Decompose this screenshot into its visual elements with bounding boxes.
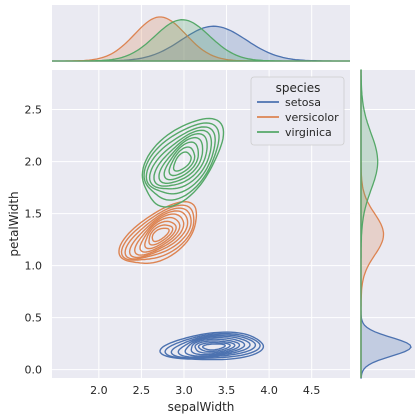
contour-virginica xyxy=(148,129,213,190)
contour-setosa xyxy=(184,336,246,357)
legend: species setosa versicolor virginica xyxy=(250,76,345,146)
right-marginal-curves xyxy=(360,69,412,379)
legend-label-virginica: virginica xyxy=(285,126,332,139)
contour-virginica xyxy=(145,126,216,195)
y-tick-label: 2.5 xyxy=(25,104,43,117)
contour-versicolor xyxy=(133,213,185,256)
top-marginal xyxy=(52,5,350,62)
contour-setosa xyxy=(170,334,257,359)
contour-virginica xyxy=(143,122,220,201)
contour-setosa xyxy=(197,341,231,353)
contour-virginica xyxy=(168,146,196,177)
contour-setosa xyxy=(202,343,226,351)
x-tick-label: 4.5 xyxy=(303,384,321,397)
top-marginal-background xyxy=(52,5,350,62)
y-tick-label: 1.5 xyxy=(25,208,43,221)
x-axis-label: sepalWidth xyxy=(168,400,235,414)
contour-group-versicolor xyxy=(118,200,198,264)
legend-box xyxy=(250,76,345,146)
contour-setosa xyxy=(194,340,236,354)
contour-versicolor xyxy=(148,224,174,246)
y-tick-label: 0.0 xyxy=(25,364,43,377)
x-axis-ticks: 2.0 2.5 3.0 3.5 4.0 4.5 xyxy=(90,384,320,397)
x-tick-label: 2.0 xyxy=(90,384,108,397)
top-density-virginica xyxy=(52,19,350,62)
contour-virginica xyxy=(158,136,204,184)
legend-label-setosa: setosa xyxy=(285,96,321,109)
contour-setosa xyxy=(164,332,261,360)
contour-versicolor xyxy=(144,220,177,250)
right-marginal-background xyxy=(360,70,415,378)
right-marginal-grid xyxy=(360,109,415,371)
x-tick-label: 4.0 xyxy=(260,384,278,397)
top-marginal-curves xyxy=(52,16,350,62)
y-axis-label: petalWidth xyxy=(7,191,21,256)
contour-virginica xyxy=(172,151,192,172)
contour-versicolor xyxy=(151,227,170,243)
contour-setosa xyxy=(177,335,251,358)
contour-virginica xyxy=(153,132,208,187)
y-tick-label: 2.0 xyxy=(25,156,43,169)
contour-versicolor xyxy=(120,204,195,261)
legend-title: species xyxy=(276,81,321,95)
contour-virginica xyxy=(163,141,199,181)
contour-setosa xyxy=(190,338,241,356)
legend-items: setosa versicolor virginica xyxy=(257,96,339,139)
grid-lines xyxy=(52,70,350,378)
contour-versicolor xyxy=(139,216,181,253)
kde-contours xyxy=(118,117,265,361)
y-tick-label: 0.5 xyxy=(25,312,43,325)
contour-versicolor xyxy=(128,210,189,259)
x-tick-label: 2.5 xyxy=(133,384,151,397)
contour-setosa xyxy=(159,331,265,361)
legend-label-versicolor: versicolor xyxy=(285,111,339,124)
y-tick-label: 1.0 xyxy=(25,260,43,273)
contour-virginica xyxy=(141,117,225,208)
contour-versicolor xyxy=(124,207,192,260)
right-marginal xyxy=(360,69,415,379)
contour-group-setosa xyxy=(159,331,265,361)
right-density-virginica xyxy=(360,69,379,378)
x-tick-label: 3.5 xyxy=(218,384,236,397)
top-marginal-grid xyxy=(98,5,313,62)
contour-group-virginica xyxy=(141,117,225,208)
x-tick-label: 3.0 xyxy=(175,384,193,397)
y-axis-ticks: 0.0 0.5 1.0 1.5 2.0 2.5 xyxy=(25,104,43,377)
